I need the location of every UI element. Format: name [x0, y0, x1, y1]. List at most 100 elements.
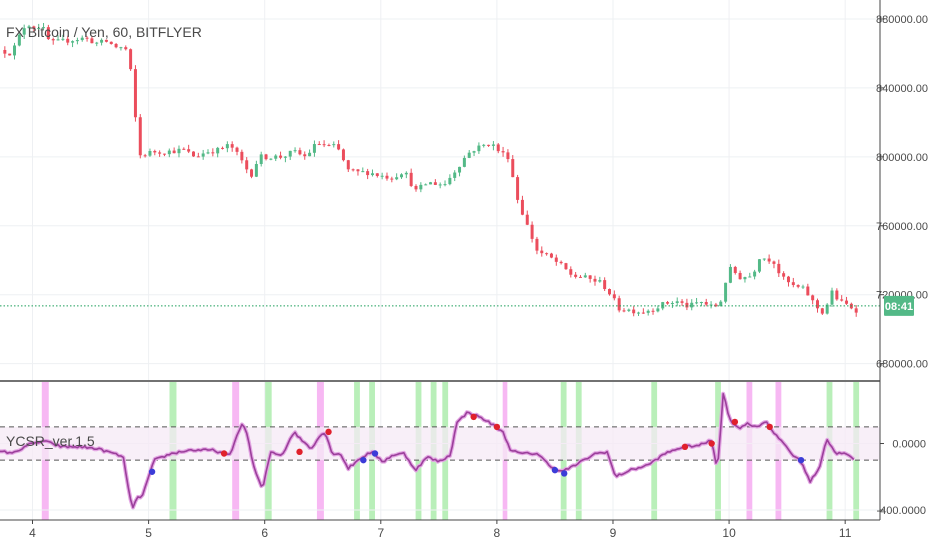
candle-body [274, 155, 278, 159]
indicator-tick-label: -400.0000 [876, 505, 926, 517]
candle-body [327, 144, 331, 146]
candle-body [607, 289, 611, 295]
candle-body [317, 144, 321, 146]
candle-body [129, 49, 133, 70]
buy-signal-dot [561, 470, 568, 477]
candle-body [583, 275, 587, 278]
candle-body [854, 308, 858, 313]
price-candles [3, 22, 858, 317]
candle-body [453, 172, 457, 178]
candle-body [612, 294, 616, 299]
candle-body [259, 154, 263, 165]
candle-body [540, 250, 544, 254]
candle-body [201, 153, 205, 157]
candle-body [13, 45, 17, 56]
candle-body [370, 173, 374, 176]
candle-body [95, 42, 99, 44]
candle-body [22, 28, 26, 35]
candle-body [46, 27, 50, 40]
candle-body [395, 177, 399, 180]
candle-body [666, 302, 670, 304]
candle-body [27, 26, 31, 29]
candle-body [414, 185, 418, 190]
candle-body [796, 285, 800, 287]
candle-body [845, 300, 849, 304]
time-tick-label: 7 [377, 526, 384, 540]
candle-body [177, 148, 181, 154]
candle-body [704, 302, 708, 305]
candle-body [61, 38, 65, 40]
candle-body [283, 156, 287, 158]
buy-signal-dot [371, 450, 379, 457]
candle-body [303, 154, 307, 157]
candle-body [153, 150, 157, 153]
candle-body [603, 280, 607, 290]
candle-body [467, 152, 471, 158]
candle-body [588, 275, 592, 279]
candle-body [511, 159, 515, 178]
candle-body [8, 53, 12, 56]
candle-body [196, 156, 200, 158]
candle-body [651, 310, 655, 312]
candle-body [646, 310, 650, 313]
candle-body [167, 150, 171, 155]
candle-body [404, 172, 408, 175]
candle-body [501, 151, 505, 153]
price-tick-label: 760000.00 [876, 221, 928, 233]
candle-body [264, 154, 268, 160]
candle-body [637, 312, 641, 314]
candle-body [109, 41, 113, 44]
candle-body [738, 272, 742, 280]
time-tick-label: 10 [722, 526, 736, 540]
time-tick-label: 6 [261, 526, 268, 540]
candle-body [187, 149, 191, 152]
candle-body [767, 258, 771, 262]
candle-body [559, 261, 563, 264]
candle-body [491, 144, 495, 146]
candle-body [288, 150, 292, 157]
last-price-label-background [884, 295, 914, 316]
candle-body [433, 182, 437, 185]
candle-body [627, 309, 631, 311]
candle-body [516, 177, 520, 200]
candle-body [279, 155, 283, 158]
candle-body [709, 304, 713, 306]
candle-body [782, 273, 786, 277]
candle-body [530, 224, 534, 239]
candle-body [216, 147, 220, 154]
candle-body [549, 253, 553, 258]
candle-body [240, 151, 244, 161]
candle-body [85, 37, 89, 39]
candle-body [757, 259, 761, 272]
price-tick-label: 880000.00 [876, 14, 928, 26]
indicator-signals [148, 413, 805, 477]
candle-body [366, 171, 370, 176]
buy-signal-dot [360, 456, 367, 464]
price-tick-label: 680000.00 [876, 359, 928, 371]
candle-body [699, 302, 703, 304]
time-tick-label: 11 [839, 526, 852, 540]
candle-body [598, 280, 602, 282]
candle-body [293, 150, 297, 152]
candle-body [458, 166, 462, 173]
candle-body [733, 266, 737, 273]
candle-body [661, 302, 665, 309]
candle-body [482, 144, 486, 146]
candle-body [777, 263, 781, 274]
candle-body [51, 39, 55, 41]
candle-body [685, 302, 689, 308]
last-price-label: 08:41 [885, 301, 913, 313]
candle-body [211, 152, 215, 154]
candle-body [399, 174, 403, 178]
candle-body [670, 303, 674, 305]
candle-body [104, 39, 108, 42]
candle-body [206, 152, 210, 154]
sell-signal-dot [325, 428, 332, 436]
candle-body [656, 308, 660, 312]
buy-signal-dot [797, 456, 805, 464]
candle-body [806, 286, 810, 296]
candle-body [56, 39, 60, 41]
candle-body [825, 304, 829, 314]
candle-body [762, 258, 766, 260]
